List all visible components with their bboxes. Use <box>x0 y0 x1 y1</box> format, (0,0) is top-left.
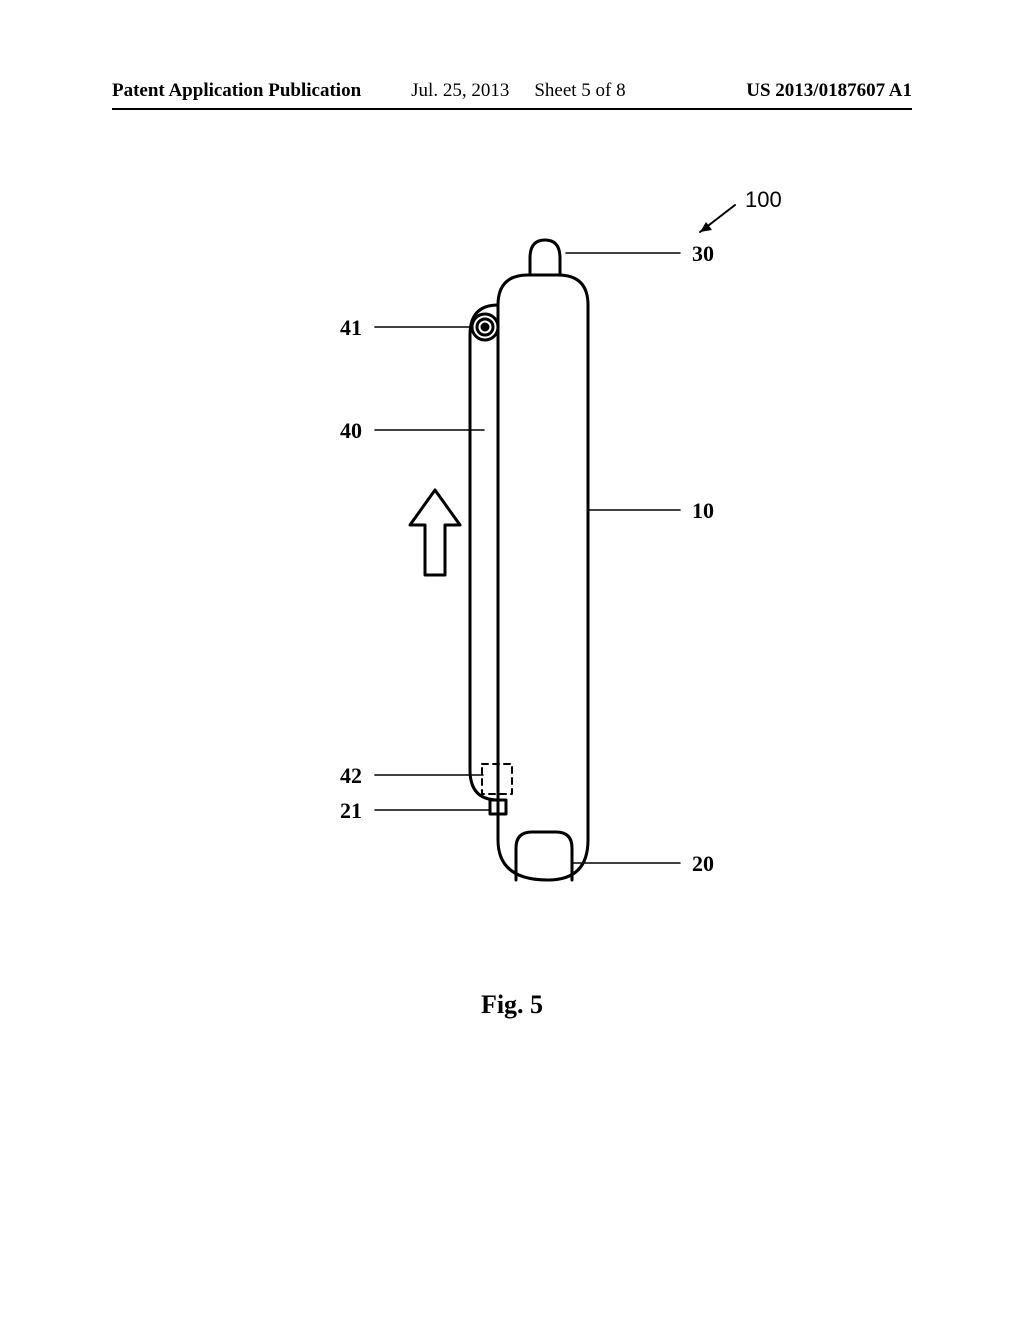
ref-21: 21 <box>340 798 362 824</box>
figure-caption: Fig. 5 <box>0 990 1024 1020</box>
ref-40: 40 <box>340 418 362 444</box>
ref-41: 41 <box>340 315 362 341</box>
ref-10: 10 <box>692 498 714 524</box>
ref-100: 100 <box>745 187 782 213</box>
ref-20: 20 <box>692 851 714 877</box>
ref-42: 42 <box>340 763 362 789</box>
page: Patent Application Publication Jul. 25, … <box>0 0 1024 1320</box>
figure-drawing <box>0 0 1024 1320</box>
ref-30: 30 <box>692 241 714 267</box>
